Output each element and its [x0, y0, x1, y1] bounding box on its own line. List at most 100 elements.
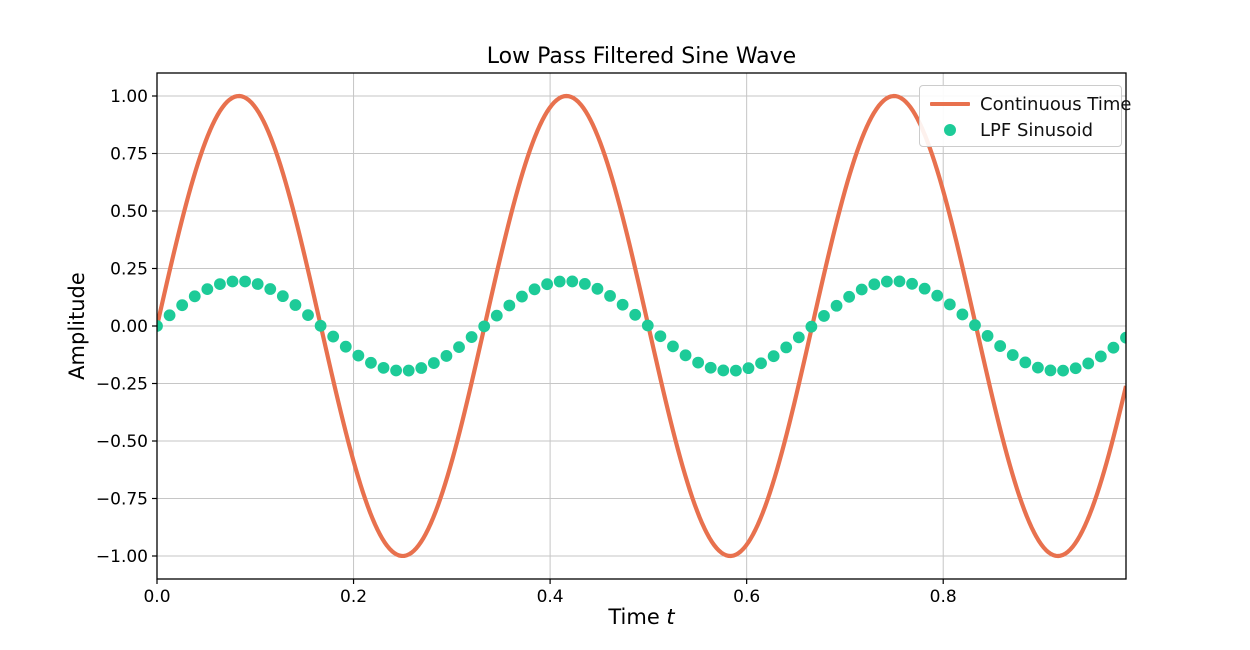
data-point [641, 319, 654, 332]
data-point [667, 340, 679, 353]
data-point [994, 340, 1007, 352]
data-point [226, 275, 239, 288]
data-point [654, 330, 667, 343]
data-point [918, 282, 931, 295]
data-point [415, 362, 428, 374]
y-tick-label: 0.50 [110, 202, 148, 222]
chart-title: Low Pass Filtered Sine Wave [486, 44, 797, 69]
y-tick-label: 1.00 [110, 87, 148, 107]
data-point [780, 341, 793, 354]
data-point [881, 275, 893, 288]
data-point [604, 290, 616, 302]
line-swatch-icon [930, 101, 970, 107]
data-point [578, 278, 591, 290]
data-point [1069, 362, 1082, 375]
data-point [1094, 350, 1107, 363]
data-point [1044, 364, 1057, 377]
data-point [1107, 341, 1120, 354]
data-point [742, 362, 755, 375]
legend-label: LPF Sinusoid [980, 119, 1094, 141]
data-point [893, 275, 906, 288]
data-point [503, 299, 516, 312]
data-point [692, 356, 705, 369]
data-point [1019, 356, 1032, 369]
data-point [377, 361, 390, 374]
data-point [440, 350, 453, 362]
y-tick-label: 0.75 [110, 145, 148, 165]
data-point [339, 340, 352, 353]
data-point [314, 319, 327, 332]
data-point [427, 357, 440, 369]
data-point [981, 330, 994, 342]
data-point [157, 320, 163, 332]
legend-entry-lpf-sinusoid: LPF Sinusoid [929, 117, 1113, 143]
data-point [855, 283, 868, 296]
data-point [352, 349, 365, 362]
data-point [541, 278, 554, 291]
data-point [327, 330, 340, 343]
data-point [528, 283, 541, 296]
data-point [163, 309, 176, 322]
y-tick-label: −1.00 [96, 547, 148, 567]
data-point [969, 319, 981, 332]
x-axis-label: Time t [157, 603, 1126, 631]
data-point [516, 290, 528, 303]
data-point [201, 283, 214, 296]
data-point [717, 364, 730, 377]
y-tick-label: 0.25 [110, 260, 148, 280]
data-point [1120, 331, 1126, 344]
data-point [276, 290, 289, 303]
series-group [157, 93, 1126, 559]
y-tick-label: 0.00 [110, 317, 148, 337]
data-point [251, 278, 264, 290]
data-point [729, 364, 742, 377]
data-point [1082, 357, 1095, 370]
data-point [943, 298, 956, 311]
continuous-time-line [157, 93, 1126, 559]
data-point [792, 331, 805, 344]
x-axis-label-variable: t [666, 605, 675, 629]
data-point [956, 308, 969, 321]
data-point [906, 277, 918, 290]
tick-labels: 0.0 0.2 0.4 0.6 0.8 −1.00 −0.75 −0.50 −0.25 0.00 0… [96, 87, 957, 607]
data-point [239, 275, 251, 288]
data-point [566, 275, 579, 288]
legend-label: Continuous Time [980, 93, 1132, 115]
y-axis-label: Amplitude [65, 272, 89, 380]
data-point [402, 364, 415, 377]
data-point [188, 290, 201, 303]
legend: Continuous Time LPF Sinusoid [919, 85, 1131, 147]
x-tick-label: 0.0 [143, 587, 170, 607]
data-point [490, 309, 503, 322]
x-axis-label-text: Time [608, 605, 667, 629]
x-tick-label: 0.8 [930, 587, 957, 607]
data-point [679, 349, 692, 362]
data-point [264, 283, 277, 295]
data-point [591, 282, 604, 295]
data-point [465, 331, 478, 343]
data-point [805, 320, 818, 333]
data-point [214, 278, 226, 290]
y-tick-label: −0.25 [96, 375, 148, 395]
y-tick-label: −0.50 [96, 432, 148, 452]
data-point [629, 308, 642, 321]
data-point [818, 310, 830, 322]
legend-handle [929, 101, 971, 107]
data-point [1057, 364, 1069, 377]
data-point [843, 290, 856, 303]
data-point [767, 350, 780, 363]
data-point [704, 361, 717, 374]
data-point [365, 356, 377, 369]
dot-swatch-icon [944, 124, 956, 136]
data-point [289, 299, 302, 311]
x-tick-label: 0.6 [733, 587, 760, 607]
data-point [390, 364, 402, 377]
data-point [755, 357, 767, 370]
legend-handle [929, 124, 971, 136]
tick-marks [152, 95, 944, 584]
data-point [931, 289, 944, 302]
y-tick-label: −0.75 [96, 490, 148, 510]
data-point [616, 298, 629, 311]
data-point [302, 309, 314, 322]
